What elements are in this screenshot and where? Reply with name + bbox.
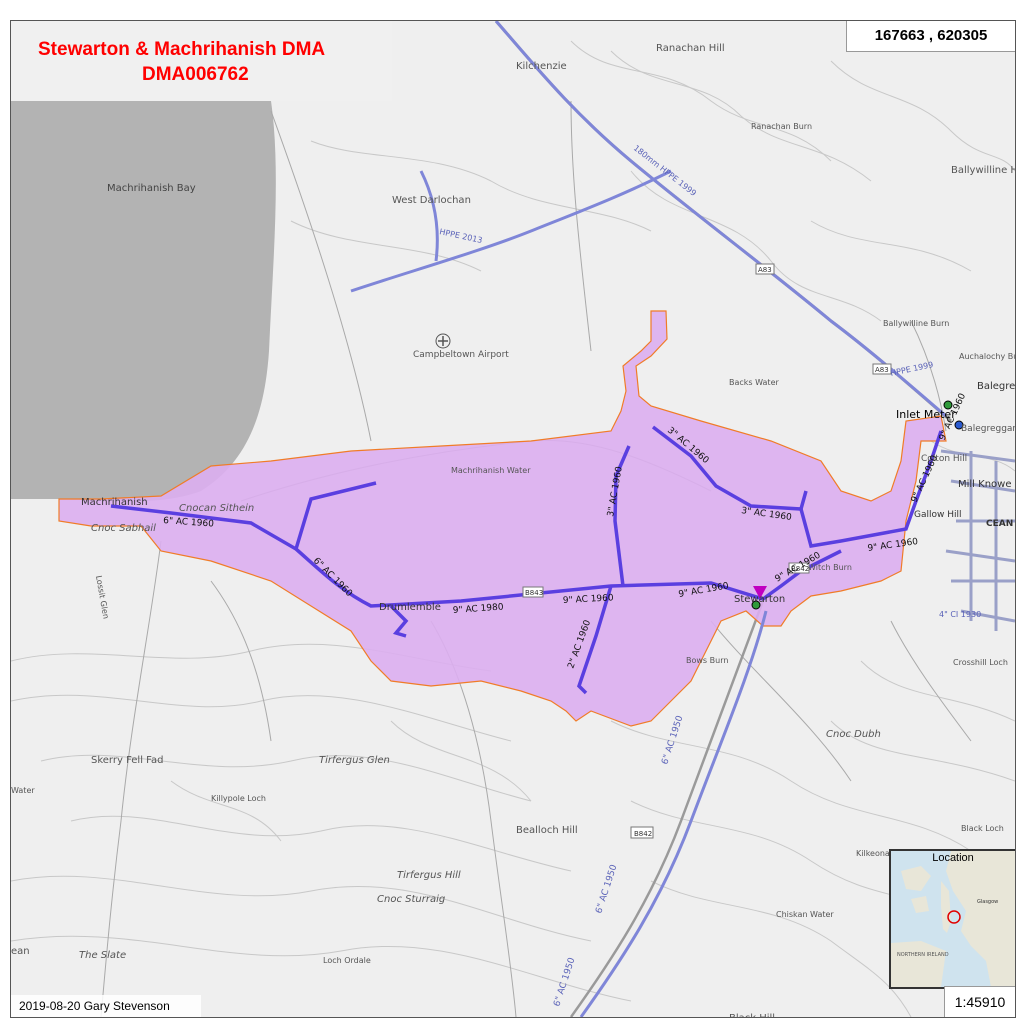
road-shield-a83-north xyxy=(755,263,775,275)
label-stewarton: Stewarton xyxy=(734,594,785,605)
label-gallow-hill: Gallow Hill xyxy=(914,510,962,520)
road-shield-b842-south xyxy=(630,826,654,839)
label-kilchenzie: Kilchenzie xyxy=(516,61,567,72)
inset-land-kintyre xyxy=(941,881,951,933)
label-chiskan-water: Chiskan Water xyxy=(776,910,834,919)
b842-road xyxy=(569,600,765,1017)
label-bealloch-hill: Bealloch Hill xyxy=(516,825,578,836)
label-cnocan-sithein: Cnocan Sithein xyxy=(179,503,254,514)
contour-lines xyxy=(11,40,1015,1017)
label-balegreen: Balegreen xyxy=(977,381,1015,392)
map-title: Stewarton & Machrihanish DMA xyxy=(38,39,326,60)
road-shield-b843 xyxy=(522,586,544,598)
inset-location-marker xyxy=(947,910,961,924)
sea-area xyxy=(11,101,276,502)
inset-land-ireland xyxy=(891,941,946,987)
label-loch-ordale: Loch Ordale xyxy=(323,956,371,965)
label-killypole-loch: Killypole Loch xyxy=(211,794,266,803)
label-mill-knowe: Mill Knowe xyxy=(958,479,1012,490)
dma-code: DMA006762 xyxy=(142,64,249,85)
credit-panel: 2019-08-20 Gary Stevenson xyxy=(11,995,201,1017)
label-water-west: Water xyxy=(11,786,35,795)
road-label-a83-south: A83 xyxy=(875,366,889,374)
inset-title: Location xyxy=(932,852,974,864)
label-cnoc-sabhail: Cnoc Sabhail xyxy=(91,523,156,534)
label-ballywilline-burn: Ballywilline Burn xyxy=(883,319,949,328)
valve-marker[interactable] xyxy=(954,420,964,430)
label-black-hill: Black Hill xyxy=(729,1013,775,1017)
label-witch-burn: Witch Burn xyxy=(808,563,852,572)
label-balegreggan: Balegreggan xyxy=(961,424,1015,434)
label-bows-burn: Bows Burn xyxy=(686,656,728,665)
label-backs-water: Backs Water xyxy=(729,378,779,387)
label-tirfergus-glen: Tirfergus Glen xyxy=(319,755,390,766)
label-skerry-fell-fad: Skerry Fell Fad xyxy=(91,755,163,766)
road-label-b842-south: B842 xyxy=(634,830,652,838)
label-machrihanish-water: Machrihanish Water xyxy=(451,466,531,475)
inset-label-northern-ireland: NORTHERN IRELAND xyxy=(897,952,949,958)
scale-panel: 1:45910 xyxy=(944,986,1015,1017)
pipe-label-hppe-1999-east: HPPE 1999 xyxy=(890,360,935,378)
label-auchalochy-burn: Auchalochy Burn xyxy=(959,352,1015,361)
label-campbeltown: CEAN LOCH CI CHIAR / CAMPBE xyxy=(986,519,1015,529)
coordinate-panel: 167663 , 620305 xyxy=(846,21,1015,52)
coordinate-readout: 167663 , 620305 xyxy=(874,27,988,44)
scale-readout: 1:45910 xyxy=(954,994,1006,1010)
label-ranachan-hill: Ranachan Hill xyxy=(656,43,725,54)
label-drumlemble: Drumlemble xyxy=(379,602,441,613)
map-frame[interactable]: Ranachan Hill Kilchenzie Ranachan Burn B… xyxy=(10,20,1016,1018)
label-cnoc-dubh: Cnoc Dubh xyxy=(826,729,881,740)
road-label-b843: B843 xyxy=(525,589,543,597)
label-cnoc-sturraig: Cnoc Sturraig xyxy=(377,894,445,905)
label-campbeltown-airport: Campbeltown Airport xyxy=(413,350,509,360)
reservoir-marker xyxy=(753,586,767,599)
pipe-label-6in-1950-a: 6" AC 1950 xyxy=(660,714,685,766)
map-canvas[interactable]: Ranachan Hill Kilchenzie Ranachan Burn B… xyxy=(11,21,1015,1017)
road-label-b842-east: B842 xyxy=(791,565,809,573)
pipe-label-6in-1950-c: 6" AC 1950 xyxy=(552,956,577,1008)
location-inset-map[interactable]: Glasgow NORTHERN IRELAND Location xyxy=(889,849,1015,989)
inset-land-scotland xyxy=(946,851,1015,987)
label-kilkeonan: Kilkeonan xyxy=(856,849,895,858)
credit-text: 2019-08-20 Gary Stevenson xyxy=(19,999,170,1013)
inset-label-glasgow: Glasgow xyxy=(977,899,998,905)
dma-boundary[interactable] xyxy=(58,310,947,727)
label-crosshill-loch: Crosshill Loch xyxy=(953,658,1008,667)
label-machrihanish-bay: Machrihanish Bay xyxy=(107,183,196,194)
pipe-label-hppe-2013: HPPE 2013 xyxy=(439,227,484,245)
pipe-label-6in-1950-b: 6" AC 1950 xyxy=(594,863,619,915)
label-ballywilline-hill: Ballywilline Hill xyxy=(951,165,1015,176)
town-streets xyxy=(940,449,1015,631)
stewarton-meter-marker[interactable] xyxy=(751,600,761,610)
road-shield-a83-south xyxy=(872,363,892,375)
pipe-label-9in-1980: 9" AC 1980 xyxy=(453,602,505,616)
road-shield-b842-east xyxy=(788,562,810,574)
label-ean-west: ean xyxy=(11,946,30,957)
dma-mains xyxy=(110,425,943,695)
label-ranachan-burn: Ranachan Burn xyxy=(751,122,812,131)
label-tirfergus-hill: Tirfergus Hill xyxy=(397,870,461,881)
label-lossit-glen: Lossit Glen xyxy=(94,575,110,620)
label-the-slate: The Slate xyxy=(79,950,126,961)
label-black-loch: Black Loch xyxy=(961,824,1004,833)
trunk-mains xyxy=(350,21,947,1017)
inlet-meter-marker[interactable] xyxy=(943,400,953,410)
label-west-darlochan: West Darlochan xyxy=(392,195,471,206)
inset-canvas: Glasgow NORTHERN IRELAND xyxy=(891,851,1015,987)
label-machrihanish: Machrihanish xyxy=(81,497,148,508)
pipe-label-9in-a: 9" AC 1960 xyxy=(563,593,615,606)
title-panel: Stewarton & Machrihanish DMA DMA006762 xyxy=(11,21,392,101)
inlet-meter-label: Inlet Meter xyxy=(896,408,956,421)
pipe-label-west-6in: 6" AC 1960 xyxy=(163,516,215,530)
inset-land-islands xyxy=(901,866,931,913)
pipe-label-ci-1930: 4" CI 1930 xyxy=(939,610,981,619)
label-colton-hill: Colton Hill xyxy=(921,454,967,464)
road-label-a83-north: A83 xyxy=(758,266,772,274)
airport-icon xyxy=(435,333,451,349)
